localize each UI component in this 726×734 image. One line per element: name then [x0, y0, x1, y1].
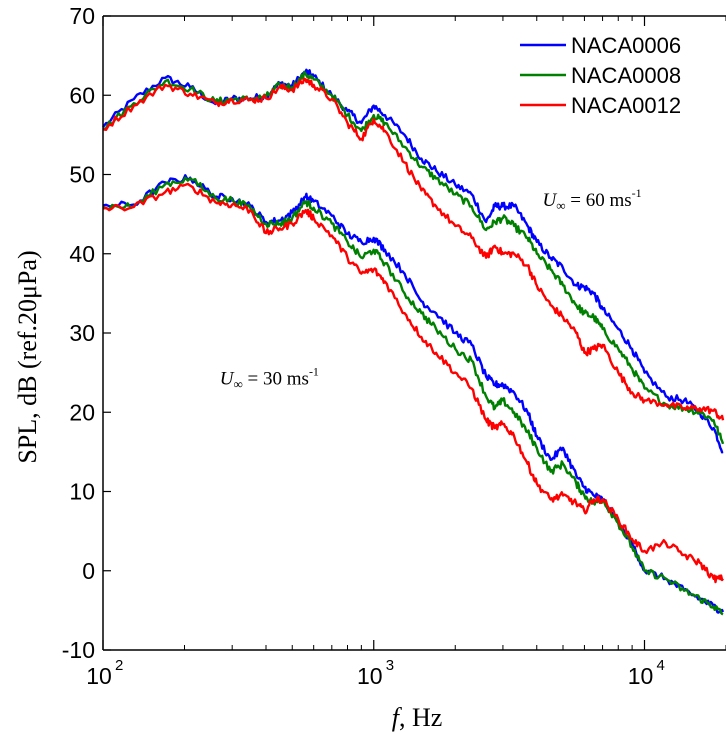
- y-tick-label: 0: [82, 558, 95, 584]
- series-line-naca0006-60: [102, 68, 724, 454]
- annotation-u60: U∞ = 60 ms-1: [542, 186, 641, 213]
- x-axis-title: f, Hz: [392, 703, 443, 732]
- legend: NACA0006 NACA0008 NACA0012: [520, 33, 681, 118]
- legend-label-naca0008: NACA0008: [571, 63, 681, 88]
- axes-layer: [102, 15, 726, 651]
- y-axis-title: SPL, dB (ref.20μPa): [13, 250, 42, 463]
- y-tick-label: 60: [69, 82, 95, 108]
- series-line-naca0012-60: [102, 77, 725, 421]
- y-tick-label: 30: [69, 320, 95, 346]
- series-layer: [102, 68, 725, 616]
- y-tick-label: 70: [69, 3, 95, 29]
- x-axis-title-rest: , Hz: [399, 703, 442, 732]
- y-tick-label: 10: [69, 479, 95, 505]
- legend-label-naca0012: NACA0012: [571, 93, 681, 118]
- x-tick-label-exponent: 2: [115, 657, 123, 674]
- y-tick-label: -10: [62, 637, 95, 663]
- annotation-u30: U∞ = 30 ms-1: [220, 365, 319, 392]
- annotations: U∞ = 60 ms-1 U∞ = 30 ms-1: [220, 186, 642, 391]
- y-tick-label: 40: [69, 241, 95, 267]
- x-tick-label: 10: [86, 663, 112, 689]
- x-tick-label-exponent: 4: [656, 657, 664, 674]
- y-tick-label: 50: [69, 162, 95, 188]
- series-line-naca0012-30: [102, 182, 724, 584]
- y-tick-label: 20: [69, 399, 95, 425]
- x-tick-label-exponent: 3: [386, 657, 394, 674]
- x-tick-label: 10: [628, 663, 654, 689]
- x-axis-title-italic: f: [392, 703, 403, 732]
- legend-label-naca0006: NACA0006: [571, 33, 681, 58]
- series-line-naca0008-30: [102, 176, 724, 616]
- x-tick-label: 10: [357, 663, 383, 689]
